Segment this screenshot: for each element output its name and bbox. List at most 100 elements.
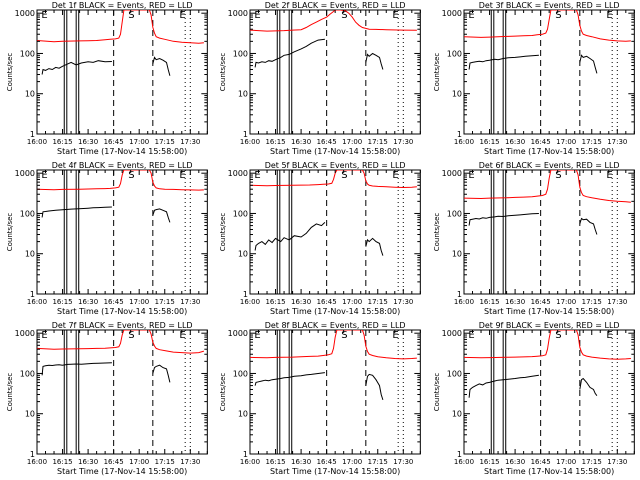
y-axis-label: Counts/sec bbox=[433, 213, 441, 252]
events-series-line bbox=[41, 206, 171, 223]
event-lines bbox=[277, 10, 405, 134]
x-tick-label: 16:45 bbox=[317, 138, 337, 146]
chart-title: Det 2f BLACK = Events, RED = LLD bbox=[265, 1, 406, 10]
x-tick-label: 17:30 bbox=[394, 298, 414, 306]
event-marker-e: E bbox=[393, 330, 399, 341]
y-tick-label: 10 bbox=[451, 410, 461, 419]
y-tick-label: 10 bbox=[238, 90, 248, 99]
x-tick-label: 17:30 bbox=[607, 138, 627, 146]
x-tick-label: 16:15 bbox=[266, 138, 286, 146]
x-tick-label: 16:45 bbox=[530, 138, 550, 146]
x-tick-label: 16:45 bbox=[104, 298, 124, 306]
x-tick-label: 16:15 bbox=[479, 298, 499, 306]
chart-title: Det 4f BLACK = Events, RED = LLD bbox=[52, 161, 193, 170]
x-tick-label: 16:30 bbox=[78, 298, 98, 306]
y-tick-label: 1 bbox=[457, 290, 462, 299]
y-tick-label: 1000 bbox=[441, 329, 461, 338]
x-tick-label: 16:00 bbox=[240, 138, 260, 146]
x-axis-label: Start Time (17-Nov-14 15:58:00) bbox=[484, 147, 614, 156]
event-marker-e: E bbox=[41, 330, 47, 341]
x-tick-label: 16:30 bbox=[505, 298, 525, 306]
y-tick-label: 10 bbox=[451, 90, 461, 99]
event-marker-e: E bbox=[468, 10, 474, 21]
x-tick-label: 16:45 bbox=[530, 458, 550, 466]
x-tick-label: 16:15 bbox=[479, 138, 499, 146]
events-series-line bbox=[254, 372, 384, 401]
y-axis-label: Counts/sec bbox=[219, 53, 227, 92]
event-lines bbox=[277, 170, 405, 294]
event-lines bbox=[63, 10, 191, 134]
lld-series-line bbox=[463, 170, 631, 203]
y-tick-label: 100 bbox=[446, 49, 461, 58]
event-marker-e: E bbox=[255, 330, 261, 341]
event-marker-s: S bbox=[342, 10, 348, 21]
x-tick-label: 16:45 bbox=[104, 138, 124, 146]
y-tick-label: 10 bbox=[238, 410, 248, 419]
lld-series-line bbox=[36, 170, 204, 191]
events-series-line bbox=[254, 222, 384, 256]
plot-frame bbox=[36, 9, 208, 135]
event-marker-e: E bbox=[255, 10, 261, 21]
events-series-line bbox=[254, 38, 384, 70]
y-tick-label: 10 bbox=[451, 250, 461, 259]
x-tick-label: 16:15 bbox=[52, 138, 72, 146]
x-tick-label: 17:00 bbox=[556, 138, 576, 146]
x-tick-label: 17:15 bbox=[155, 138, 175, 146]
x-tick-label: 16:45 bbox=[317, 298, 337, 306]
x-tick-label: 17:30 bbox=[394, 138, 414, 146]
chart-title: Det 1f BLACK = Events, RED = LLD bbox=[52, 1, 193, 10]
x-tick-label: 17:00 bbox=[129, 458, 149, 466]
y-tick-label: 100 bbox=[20, 49, 35, 58]
event-marker-s: S bbox=[342, 330, 348, 341]
chart-title: Det 9f BLACK = Events, RED = LLD bbox=[478, 321, 619, 330]
x-tick-label: 17:30 bbox=[180, 298, 200, 306]
event-marker-e: E bbox=[179, 330, 185, 341]
x-axis-label: Start Time (17-Nov-14 15:58:00) bbox=[270, 147, 400, 156]
event-marker-e: E bbox=[179, 170, 185, 181]
event-marker-s: S bbox=[128, 10, 134, 21]
x-axis-label: Start Time (17-Nov-14 15:58:00) bbox=[484, 307, 614, 316]
x-tick-label: 17:00 bbox=[556, 298, 576, 306]
event-lines bbox=[63, 330, 191, 454]
y-tick-label: 1 bbox=[457, 450, 462, 459]
event-marker-s: S bbox=[342, 170, 348, 181]
x-tick-label: 17:15 bbox=[368, 458, 388, 466]
x-tick-label: 17:00 bbox=[342, 458, 362, 466]
x-tick-label: 17:15 bbox=[368, 138, 388, 146]
y-tick-label: 10 bbox=[238, 250, 248, 259]
x-tick-label: 16:00 bbox=[27, 458, 47, 466]
x-tick-label: 16:15 bbox=[266, 458, 286, 466]
y-tick-label: 1000 bbox=[15, 169, 35, 178]
events-series-line bbox=[468, 213, 598, 235]
x-tick-label: 17:15 bbox=[581, 138, 601, 146]
events-series-line bbox=[41, 362, 171, 383]
lld-series-line bbox=[250, 330, 418, 360]
plot-frame bbox=[249, 9, 422, 135]
y-tick-label: 100 bbox=[20, 369, 35, 378]
events-series-line bbox=[468, 374, 597, 398]
event-marker-e: E bbox=[606, 330, 612, 341]
lld-series-line bbox=[250, 170, 418, 189]
x-tick-label: 16:00 bbox=[240, 458, 260, 466]
x-tick-label: 17:15 bbox=[155, 298, 175, 306]
y-tick-label: 1000 bbox=[15, 9, 35, 18]
y-tick-label: 1 bbox=[30, 130, 35, 139]
x-tick-label: 17:30 bbox=[180, 458, 200, 466]
plot-frame bbox=[249, 169, 422, 295]
x-tick-label: 17:00 bbox=[342, 138, 362, 146]
chart-title: Det 5f BLACK = Events, RED = LLD bbox=[265, 161, 406, 170]
x-tick-label: 17:15 bbox=[368, 298, 388, 306]
y-tick-label: 1 bbox=[30, 290, 35, 299]
x-tick-label: 16:30 bbox=[505, 458, 525, 466]
x-axis-label: Start Time (17-Nov-14 15:58:00) bbox=[270, 467, 400, 476]
x-tick-label: 17:30 bbox=[607, 298, 627, 306]
y-tick-label: 100 bbox=[20, 209, 35, 218]
x-tick-label: 16:00 bbox=[454, 298, 474, 306]
x-axis-label: Start Time (17-Nov-14 15:58:00) bbox=[57, 467, 187, 476]
x-tick-label: 16:00 bbox=[454, 138, 474, 146]
chart-title: Det 8f BLACK = Events, RED = LLD bbox=[265, 321, 406, 330]
